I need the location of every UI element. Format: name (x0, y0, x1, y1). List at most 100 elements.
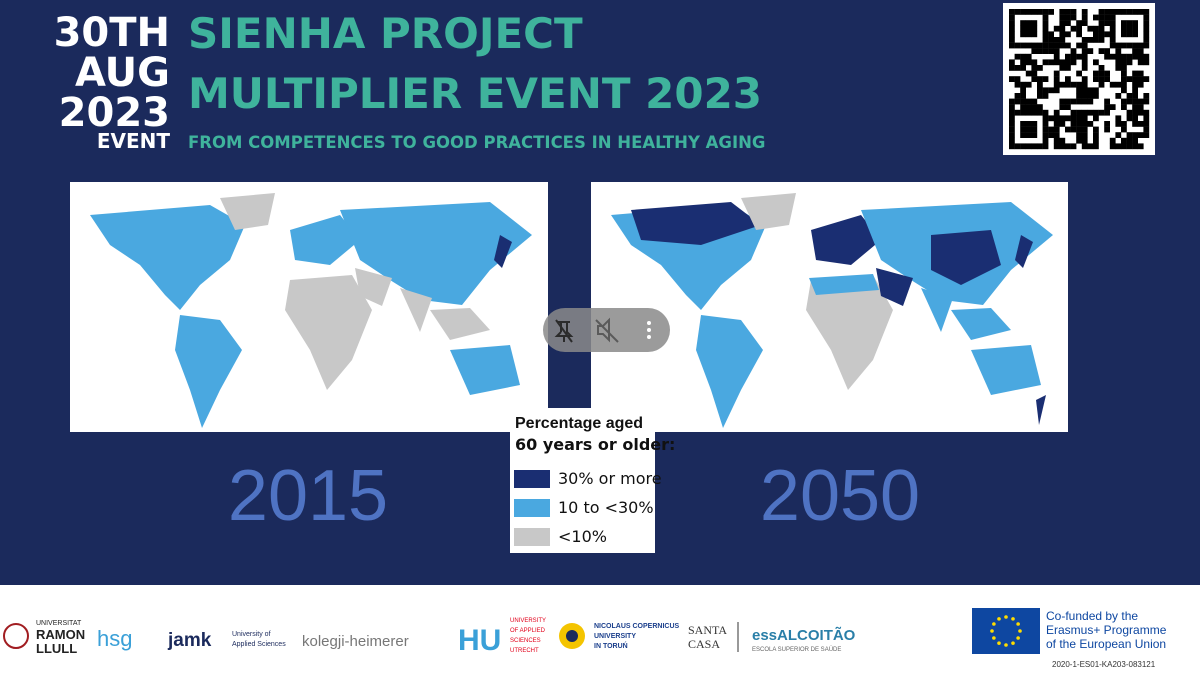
region (430, 308, 490, 340)
eu-star (992, 636, 996, 640)
logo-text: kolegji-heimerer (302, 633, 409, 650)
qr-module (1132, 132, 1138, 138)
qr-module (1020, 9, 1026, 15)
qr-module (1109, 104, 1116, 110)
dot[interactable] (647, 335, 651, 339)
legend-swatch (514, 470, 550, 488)
qr-module (1104, 53, 1110, 60)
qr-module (1137, 121, 1144, 127)
qr-module (1048, 115, 1054, 122)
qr-module (1009, 25, 1015, 32)
project-code: 2020-1-ES01-KA203-083121 (1052, 660, 1156, 669)
qr-module (1137, 76, 1144, 82)
qr-module (1137, 98, 1144, 105)
qr-module (1059, 25, 1066, 32)
qr-module (1087, 25, 1094, 32)
qr-module (1031, 126, 1038, 133)
qr-module (1143, 37, 1150, 43)
qr-module (1121, 126, 1127, 133)
qr-module (1020, 126, 1026, 133)
dot[interactable] (647, 321, 651, 325)
qr-module (1143, 98, 1150, 105)
qr-module (1009, 126, 1015, 133)
qr-module (1121, 31, 1127, 38)
qr-module (1115, 48, 1122, 54)
qr-module (1042, 121, 1049, 127)
qr-module (1093, 109, 1099, 116)
qr-module (1059, 20, 1066, 26)
qr-module (1070, 121, 1077, 127)
qr-module (1081, 65, 1088, 71)
qr-module (1137, 132, 1144, 138)
dot[interactable] (647, 328, 651, 332)
qr-module (1076, 70, 1082, 77)
region (809, 274, 879, 295)
qr-module (1093, 115, 1099, 122)
qr-module (1031, 9, 1038, 15)
qr-module (1137, 48, 1144, 54)
mute-button[interactable] (592, 316, 620, 344)
qr-module (1098, 20, 1105, 26)
qr-module (1109, 143, 1116, 150)
qr-module (1087, 37, 1094, 43)
qr-module (1048, 59, 1054, 66)
qr-module (1009, 137, 1015, 144)
qr-module (1042, 42, 1049, 49)
qr-module (1037, 87, 1043, 94)
date-day: 30TH (54, 10, 170, 56)
qr-module (1143, 93, 1150, 99)
logo-text: ESCOLA SUPERIOR DE SAÚDE (752, 646, 841, 653)
qr-module (1042, 109, 1049, 116)
qr-module (1053, 76, 1060, 82)
qr-module (1121, 121, 1127, 127)
qr-module (1137, 81, 1144, 88)
qr-module (1031, 132, 1038, 138)
legend-swatch (514, 499, 550, 517)
qr-module (1014, 65, 1021, 71)
qr-module (1025, 109, 1032, 116)
region (696, 315, 763, 428)
qr-module (1104, 98, 1110, 105)
qr-module (1081, 98, 1088, 105)
qr-module (1137, 42, 1144, 49)
qr-module (1081, 59, 1088, 66)
qr-module (1109, 14, 1116, 21)
eu-star (1011, 641, 1015, 645)
logo-text: Applied Sciences (232, 641, 286, 648)
qr-module (1025, 143, 1032, 150)
qr-module (1115, 143, 1122, 150)
qr-module (1070, 109, 1077, 116)
qr-module (1143, 115, 1150, 122)
qr-module (1065, 65, 1071, 71)
qr-module (1121, 98, 1127, 105)
qr-module (1143, 20, 1150, 26)
title-line: SIENHA PROJECT (188, 9, 583, 58)
logo-text: UNIVERSITY (594, 633, 636, 640)
qr-module (1025, 104, 1032, 110)
legend-swatch (514, 528, 550, 546)
qr-module (1098, 81, 1105, 88)
logo-text: SCIENCES (510, 638, 541, 644)
qr-module (1093, 25, 1099, 32)
qr-module (1042, 87, 1049, 94)
qr-module (1048, 42, 1054, 49)
qr-module (1025, 20, 1032, 26)
qr-module (1087, 121, 1094, 127)
more-button[interactable] (647, 321, 651, 339)
qr-module (1065, 81, 1071, 88)
logo-text: SANTA (688, 623, 727, 637)
qr-module (1059, 121, 1066, 127)
qr-module (1121, 42, 1127, 49)
qr-module (1137, 109, 1144, 116)
logo-icon (566, 630, 578, 642)
qr-module (1104, 48, 1110, 54)
pin-button[interactable] (550, 316, 578, 344)
qr-module (1042, 126, 1049, 133)
qr-module (1143, 109, 1150, 116)
funding-text: Co-funded by the (1046, 609, 1138, 623)
qr-module (1093, 37, 1099, 43)
qr-module (1126, 98, 1133, 105)
qr-module (1115, 115, 1122, 122)
qr-module (1115, 65, 1122, 71)
qr-module (1143, 25, 1150, 32)
